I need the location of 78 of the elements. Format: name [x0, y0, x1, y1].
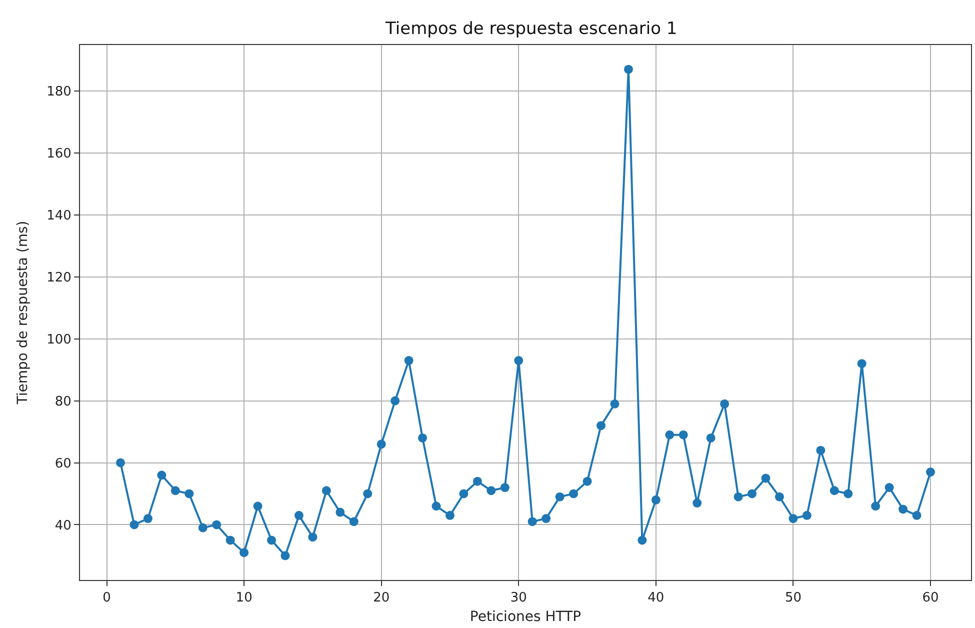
point	[830, 486, 839, 496]
x-tick-label: 40	[648, 590, 664, 606]
point	[336, 508, 345, 517]
point	[665, 430, 674, 440]
point	[363, 489, 372, 498]
point	[130, 520, 139, 530]
point	[472, 476, 482, 486]
point	[280, 551, 290, 560]
point	[404, 356, 414, 366]
point	[184, 489, 194, 498]
x-tick-label: 60	[922, 590, 939, 606]
point	[528, 517, 537, 526]
chart-title: Tiempos de respuesta escenario 1	[384, 19, 678, 40]
point	[294, 510, 304, 520]
y-axis-title: Tiempo de respuesta (ms)	[15, 220, 32, 406]
point	[844, 489, 853, 498]
point	[734, 492, 743, 502]
point	[912, 510, 922, 520]
point	[871, 502, 880, 511]
point	[240, 548, 249, 558]
point	[596, 421, 606, 430]
x-tick-label: 50	[784, 590, 802, 606]
point	[761, 474, 770, 483]
point	[459, 489, 468, 498]
point	[486, 486, 496, 496]
point	[788, 514, 798, 524]
x-tick-label: 10	[236, 590, 252, 606]
y-tick-label: 180	[46, 84, 72, 100]
point	[555, 492, 564, 502]
point	[212, 520, 222, 530]
point	[816, 446, 826, 455]
point	[706, 433, 716, 442]
point	[349, 517, 358, 526]
point	[926, 468, 935, 477]
point	[569, 489, 578, 498]
point	[322, 486, 331, 496]
x-tick-label: 30	[510, 590, 527, 606]
y-tick-label: 140	[46, 208, 72, 224]
y-tick-label: 100	[46, 332, 72, 348]
point	[638, 536, 647, 545]
point	[802, 510, 812, 520]
point	[651, 495, 660, 504]
point	[500, 483, 510, 492]
point	[720, 399, 730, 408]
point	[610, 399, 620, 408]
point	[445, 510, 454, 520]
point	[157, 470, 166, 480]
point	[226, 536, 235, 545]
point	[143, 514, 152, 524]
point	[390, 396, 400, 406]
point	[678, 430, 688, 440]
point	[308, 532, 318, 542]
point	[432, 502, 441, 511]
point	[774, 492, 784, 502]
y-tick-label: 80	[54, 394, 72, 410]
point	[253, 502, 262, 511]
point	[116, 458, 125, 468]
point	[692, 498, 702, 508]
point	[418, 433, 428, 442]
point	[857, 359, 866, 368]
y-tick-label: 160	[46, 146, 72, 162]
point	[376, 440, 386, 449]
point	[748, 489, 757, 498]
y-tick-label: 120	[46, 270, 72, 286]
x-axis-title: Peticiones HTTP	[470, 608, 582, 625]
point	[542, 514, 551, 524]
point	[170, 486, 180, 496]
point	[624, 64, 633, 74]
point	[582, 476, 592, 486]
point	[898, 504, 908, 514]
x-tick-label: 0	[102, 590, 111, 606]
point	[884, 483, 894, 492]
point	[514, 356, 524, 366]
point	[267, 536, 276, 545]
point	[198, 523, 208, 532]
y-tick-label: 60	[54, 456, 72, 472]
y-tick-label: 40	[54, 518, 72, 534]
x-tick-label: 20	[373, 590, 390, 606]
